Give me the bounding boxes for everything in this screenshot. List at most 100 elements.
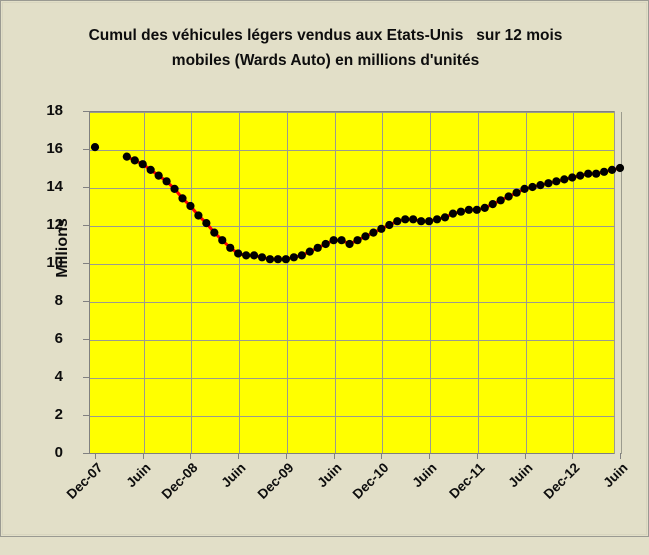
data-point-marker (409, 215, 418, 224)
x-axis-tick-label: Juin (600, 460, 631, 491)
gridline-horizontal (90, 226, 615, 227)
y-axis-tick-label: 2 (54, 406, 63, 423)
data-point-marker (607, 165, 617, 174)
data-point-marker (313, 243, 322, 252)
data-point-marker (480, 203, 489, 212)
chart-title: Cumul des véhicules légers vendus aux Et… (1, 23, 649, 73)
gridline-horizontal (90, 188, 615, 189)
x-axis-tick-mark (476, 453, 478, 459)
x-axis-tick-mark (333, 453, 335, 459)
data-point-marker (242, 251, 251, 260)
data-point-marker (249, 251, 259, 260)
data-point-marker (552, 177, 561, 186)
data-point-marker (122, 152, 131, 161)
x-axis-tick-mark (285, 453, 287, 459)
data-point-marker (393, 217, 402, 226)
y-axis-tick-label: 14 (46, 178, 63, 195)
y-axis-tick-mark (83, 111, 89, 112)
data-point-marker (599, 167, 609, 176)
data-point-marker (432, 215, 442, 224)
data-point-marker (162, 177, 171, 186)
x-axis-tick-mark (429, 453, 431, 459)
data-point-marker (496, 196, 505, 205)
data-point-marker (146, 165, 155, 174)
y-axis-tick-mark (83, 377, 89, 378)
x-axis-tick-label: Dec-11 (446, 460, 488, 502)
data-point-marker (401, 215, 410, 224)
x-axis-tick-label: Dec-08 (159, 460, 202, 502)
x-axis-tick-label: Dec-12 (540, 460, 583, 502)
y-axis-tick-label: 12 (46, 216, 63, 233)
x-axis-tick-label: Juin (313, 460, 345, 491)
data-point-marker (528, 182, 537, 192)
chart-title-line-1: Cumul des véhicules légers vendus aux Et… (88, 27, 563, 44)
data-point-marker (329, 236, 338, 245)
gridline-vertical (621, 112, 622, 454)
data-point-marker (417, 217, 426, 226)
data-point-marker (504, 192, 513, 201)
data-point-marker (576, 171, 585, 180)
x-axis-tick-label: Juin (218, 460, 249, 491)
x-axis-tick-mark (572, 453, 574, 459)
data-point-marker (377, 224, 386, 233)
y-axis-tick-label: 0 (54, 444, 63, 461)
gridline-horizontal (90, 112, 615, 113)
data-point-marker (321, 239, 330, 249)
data-point-marker (615, 163, 625, 173)
plot-right-border (614, 111, 615, 454)
y-axis-tick-mark (83, 187, 89, 188)
data-point-marker (345, 239, 354, 249)
data-point-marker (138, 160, 147, 169)
gridline-vertical (191, 112, 193, 454)
data-point-marker (170, 184, 179, 193)
gridline-horizontal (90, 340, 615, 341)
data-point-marker (218, 236, 227, 245)
gridline-horizontal (90, 378, 615, 379)
data-point-marker (424, 217, 434, 226)
plot-area (89, 111, 622, 454)
data-point-marker (305, 247, 314, 256)
y-axis-tick-label: 18 (46, 102, 63, 119)
x-axis-tick-label: Juin (409, 460, 440, 491)
x-axis-tick-mark (190, 453, 192, 459)
series-line (125, 155, 622, 261)
x-axis-tick-mark (238, 453, 240, 459)
data-point-marker (178, 194, 187, 203)
x-axis-tick-label: Dec-07 (63, 460, 106, 502)
data-point-marker (273, 255, 283, 264)
x-axis-tick-label: Juin (504, 460, 536, 491)
gridline-vertical (286, 112, 288, 454)
gridline-horizontal (90, 302, 615, 303)
x-axis-tick-mark (620, 453, 621, 459)
data-point-marker (265, 255, 275, 264)
data-point-marker (488, 200, 497, 209)
data-point-marker (544, 179, 553, 188)
x-axis-tick-label: Juin (123, 460, 154, 491)
data-point-marker (281, 255, 291, 264)
gridline-vertical (430, 112, 432, 454)
y-axis-tick-mark (83, 225, 89, 226)
x-axis-tick-mark (381, 453, 383, 459)
x-axis-tick-label: Dec-09 (254, 460, 297, 502)
data-point-marker (353, 236, 362, 245)
x-axis-tick-mark (95, 453, 96, 459)
data-point-marker (186, 201, 195, 211)
data-point-marker (234, 249, 243, 258)
data-point-marker (202, 219, 211, 228)
y-axis-tick-mark (83, 339, 89, 340)
x-axis-tick-mark (142, 453, 144, 459)
data-point-marker (226, 243, 235, 252)
y-axis-tick-label: 8 (54, 292, 63, 309)
data-point-marker (361, 232, 370, 241)
data-point-marker (90, 143, 100, 152)
data-series-layer (90, 143, 625, 264)
gridline-horizontal (90, 264, 615, 265)
data-point-marker (257, 253, 267, 262)
data-point-marker (560, 175, 569, 184)
data-point-marker (440, 213, 450, 222)
gridline-vertical (477, 112, 479, 454)
gridline-horizontal (90, 150, 615, 151)
gridline-vertical (334, 112, 336, 454)
data-point-marker (289, 253, 298, 262)
y-axis-tick-mark (83, 453, 89, 454)
